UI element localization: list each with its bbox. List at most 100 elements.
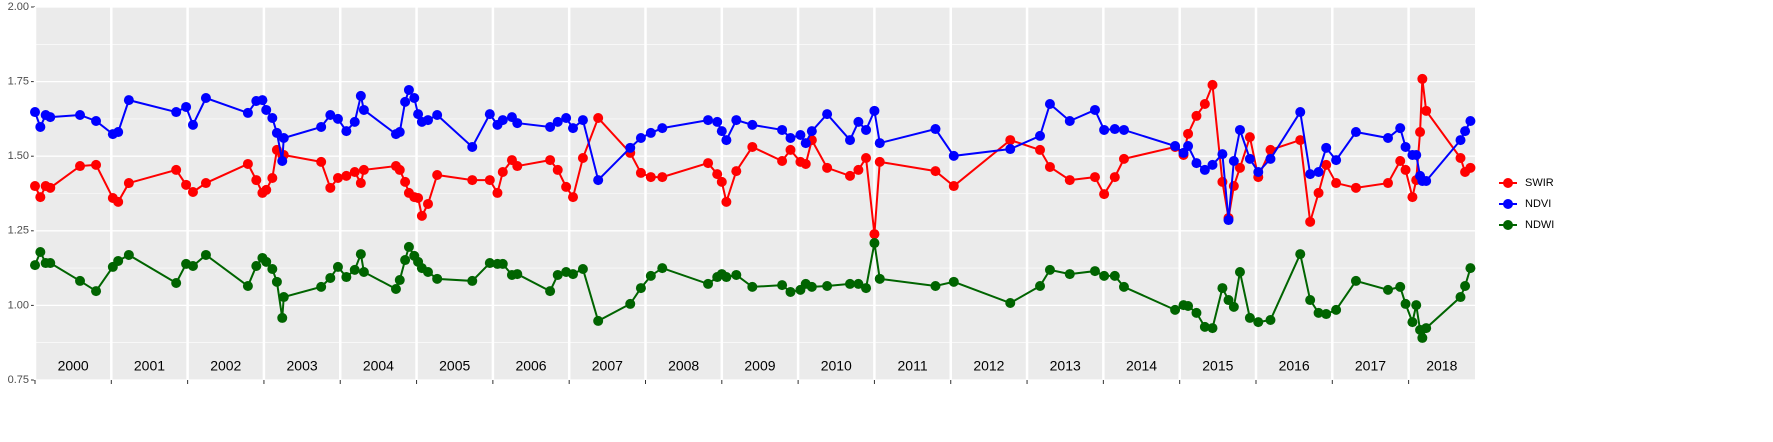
year-label: 2003 — [287, 358, 318, 374]
data-point — [1044, 161, 1055, 172]
data-point — [1407, 192, 1418, 203]
data-point — [91, 159, 102, 170]
data-point — [635, 283, 646, 294]
data-point — [795, 130, 806, 141]
data-point — [35, 246, 46, 257]
data-point — [1415, 127, 1426, 138]
data-point — [545, 286, 556, 297]
data-point — [635, 167, 646, 178]
data-point — [349, 167, 360, 178]
data-point — [1035, 130, 1046, 141]
data-point — [400, 176, 411, 187]
data-point — [1465, 115, 1476, 126]
data-point — [1234, 162, 1245, 173]
data-point — [869, 238, 880, 249]
data-point — [1089, 172, 1100, 183]
year-label: 2010 — [821, 358, 852, 374]
data-point — [1421, 323, 1432, 334]
data-point — [731, 269, 742, 280]
data-point — [747, 141, 758, 152]
data-point — [1109, 172, 1120, 183]
data-point — [1109, 270, 1120, 281]
data-point — [1228, 301, 1239, 312]
data-point — [187, 119, 198, 130]
data-point — [332, 113, 343, 124]
data-point — [1234, 266, 1245, 277]
data-point — [1417, 332, 1428, 343]
data-point — [267, 263, 278, 274]
data-point — [1064, 175, 1075, 186]
data-point — [657, 172, 668, 183]
data-point — [1305, 169, 1316, 180]
data-point — [181, 101, 192, 112]
data-point — [1253, 167, 1264, 178]
data-point — [91, 115, 102, 126]
data-point — [1109, 124, 1120, 135]
data-point — [171, 278, 182, 289]
data-point — [261, 184, 272, 195]
data-point — [1383, 132, 1394, 143]
data-point — [1321, 142, 1332, 153]
data-point — [747, 119, 758, 130]
data-point — [1199, 321, 1210, 332]
data-point — [1350, 275, 1361, 286]
data-point — [432, 273, 443, 284]
data-point — [731, 166, 742, 177]
data-point — [1207, 79, 1218, 90]
data-point — [200, 178, 211, 189]
data-point — [1295, 249, 1306, 260]
data-point — [1199, 164, 1210, 175]
data-point — [277, 155, 288, 166]
data-point — [113, 127, 124, 138]
data-point — [358, 266, 369, 277]
data-point — [716, 176, 727, 187]
data-point — [403, 241, 414, 252]
data-point — [423, 198, 434, 209]
data-point — [1099, 124, 1110, 135]
year-label: 2001 — [134, 358, 165, 374]
data-point — [721, 196, 732, 207]
data-point — [1313, 307, 1324, 318]
data-point — [1400, 298, 1411, 309]
data-point — [1005, 298, 1016, 309]
data-point — [645, 127, 656, 138]
data-point — [1295, 107, 1306, 118]
y-tick-label: 1.25 — [8, 225, 29, 237]
data-point — [267, 113, 278, 124]
data-point — [731, 115, 742, 126]
data-point — [1118, 124, 1129, 135]
data-point — [1170, 304, 1181, 315]
data-point — [1305, 295, 1316, 306]
data-point — [593, 175, 604, 186]
data-point — [512, 269, 523, 280]
data-point — [567, 123, 578, 134]
year-label: 2004 — [363, 358, 394, 374]
data-point — [1400, 164, 1411, 175]
data-point — [200, 249, 211, 260]
data-point — [242, 107, 253, 118]
data-point — [30, 260, 40, 271]
data-point — [1265, 315, 1276, 326]
year-label: 2016 — [1279, 358, 1310, 374]
y-tick-label: 1.75 — [8, 76, 29, 88]
data-point — [497, 258, 508, 269]
data-point — [1191, 158, 1202, 169]
data-point — [1099, 189, 1110, 200]
data-point — [861, 283, 872, 294]
data-point — [552, 116, 563, 127]
data-point — [1191, 110, 1202, 121]
data-point — [91, 286, 102, 297]
data-point — [1217, 149, 1228, 160]
data-point — [822, 109, 833, 120]
year-label: 2006 — [515, 358, 546, 374]
data-point — [1417, 73, 1428, 84]
data-point — [251, 175, 262, 186]
data-point — [1421, 105, 1432, 116]
data-point — [30, 181, 40, 192]
year-label: 2015 — [1202, 358, 1233, 374]
data-point — [113, 196, 124, 207]
data-point — [822, 162, 833, 173]
data-point — [874, 273, 885, 284]
data-point — [777, 280, 788, 291]
